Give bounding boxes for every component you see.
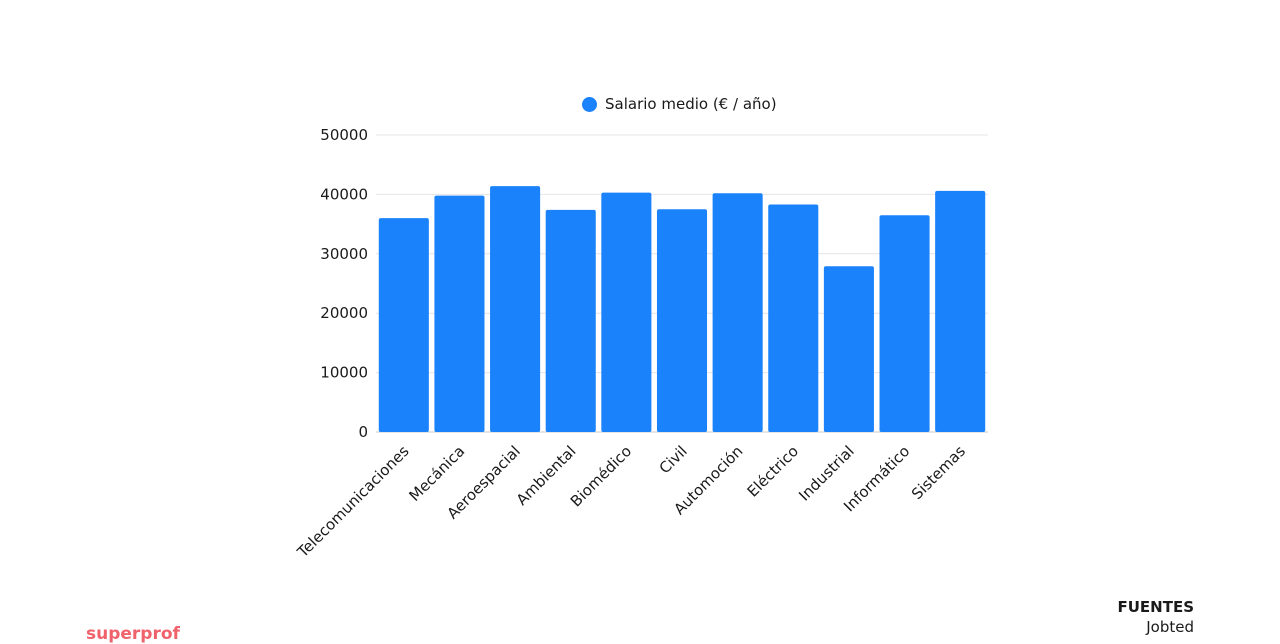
x-axis-ticks: TelecomunicacionesMecánicaAeroespacialAm… xyxy=(293,442,969,562)
brand-logo: superprof xyxy=(86,624,180,644)
bar-automoción xyxy=(712,193,763,432)
sources-title: FUENTES xyxy=(1117,598,1194,616)
bar-sistemas xyxy=(935,190,986,432)
x-tick-label: Sistemas xyxy=(908,442,969,503)
y-tick-label: 0 xyxy=(358,423,368,441)
x-tick-label: Civil xyxy=(656,442,691,477)
x-tick-label: Biomédico xyxy=(567,442,635,510)
bar-biomédico xyxy=(601,192,652,432)
bar-ambiental xyxy=(545,209,596,432)
bar-civil xyxy=(656,209,708,432)
sources-value: Jobted xyxy=(1146,618,1194,636)
x-tick-label: Telecomunicaciones xyxy=(293,442,413,562)
y-tick-label: 20000 xyxy=(320,304,368,322)
bars xyxy=(378,186,986,432)
legend: Salario medio (€ / año) xyxy=(582,95,777,113)
bar-informático xyxy=(879,215,930,432)
bar-industrial xyxy=(823,266,874,432)
y-tick-label: 40000 xyxy=(320,185,368,203)
bar-eléctrico xyxy=(768,204,819,432)
bar-telecomunicaciones xyxy=(378,218,429,432)
y-tick-label: 50000 xyxy=(320,126,368,144)
x-tick-label: Eléctrico xyxy=(744,442,803,501)
legend-swatch xyxy=(582,96,597,112)
bar-mecánica xyxy=(434,195,485,432)
legend-label: Salario medio (€ / año) xyxy=(605,95,777,113)
y-tick-label: 30000 xyxy=(320,245,368,263)
sources-block: FUENTES Jobted xyxy=(1117,597,1194,637)
y-tick-label: 10000 xyxy=(320,364,368,382)
y-axis-ticks: 0 10000 20000 30000 40000 50000 xyxy=(320,126,368,441)
bar-aeroespacial xyxy=(490,186,541,432)
